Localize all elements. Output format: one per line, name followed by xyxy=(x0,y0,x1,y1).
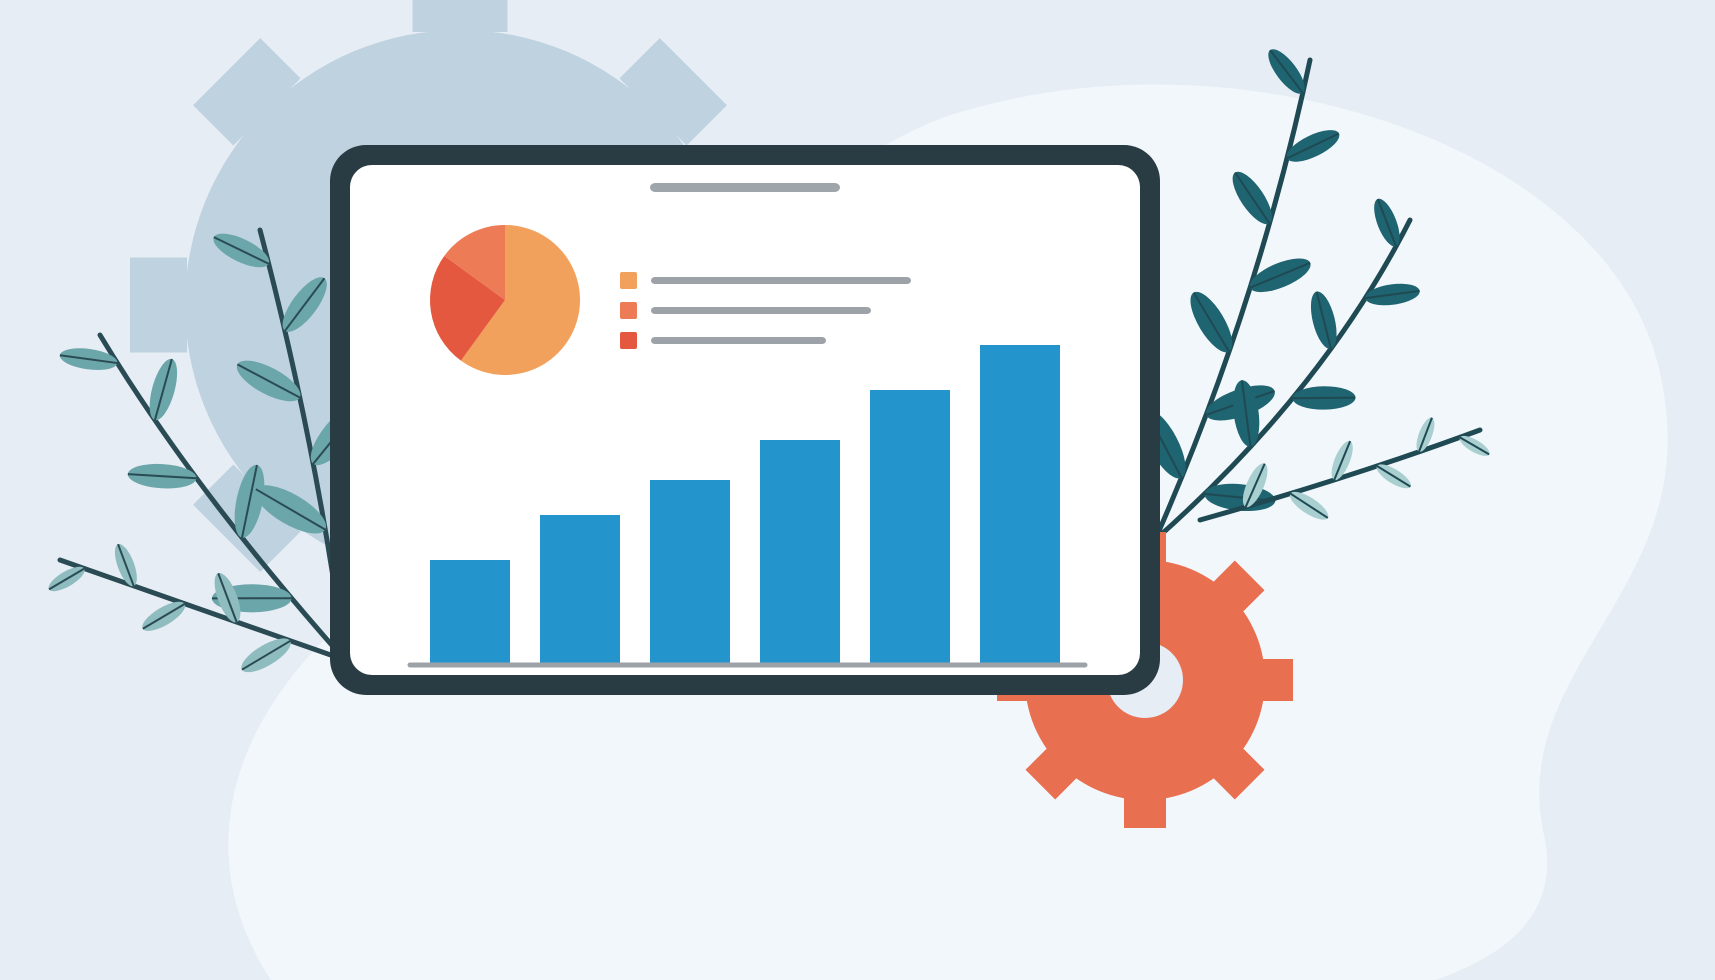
bar-3 xyxy=(760,440,840,665)
tablet-speaker xyxy=(650,183,840,192)
legend-line-0 xyxy=(651,277,911,284)
legend-swatch-0 xyxy=(620,272,637,289)
legend-swatch-2 xyxy=(620,332,637,349)
bar-5 xyxy=(980,345,1060,665)
bar-0 xyxy=(430,560,510,665)
bar-4 xyxy=(870,390,950,665)
pie-chart xyxy=(430,225,580,375)
bar-2 xyxy=(650,480,730,665)
legend-line-1 xyxy=(651,307,871,314)
legend-swatch-1 xyxy=(620,302,637,319)
analytics-illustration xyxy=(0,0,1715,980)
bar-1 xyxy=(540,515,620,665)
legend-line-2 xyxy=(651,337,826,344)
